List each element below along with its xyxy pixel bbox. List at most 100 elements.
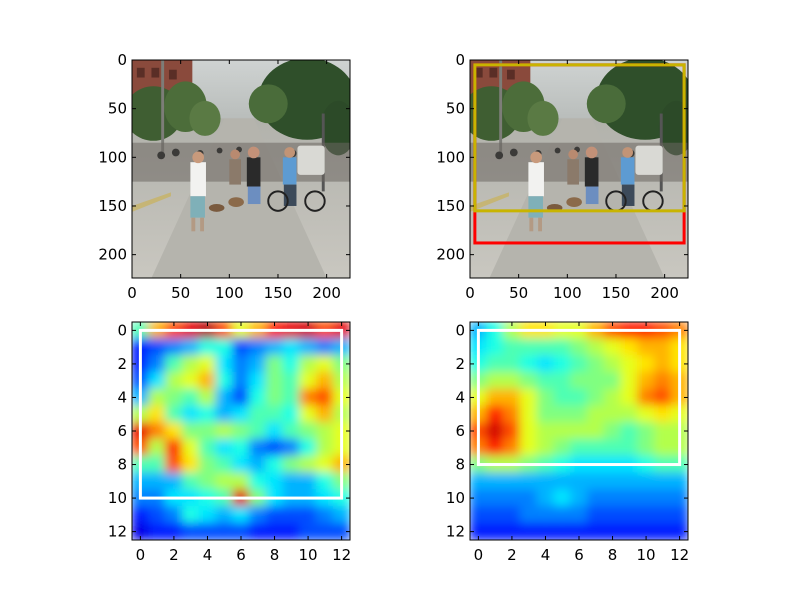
heatmap-cell — [637, 522, 655, 540]
heatmap-cell — [299, 338, 317, 357]
x-tick-label: 10 — [299, 546, 318, 564]
x-tick-label: 50 — [509, 284, 528, 302]
heatmap-cell — [198, 472, 217, 491]
street-scene-photo — [470, 60, 688, 278]
heatmap-cell — [553, 355, 572, 373]
heatmap-cell — [553, 505, 572, 524]
heatmap-cell — [148, 371, 167, 390]
y-tick-label: 150 — [436, 197, 465, 215]
heatmap-cell — [332, 505, 350, 524]
heatmap-cell — [653, 505, 672, 524]
heatmap-cell — [265, 438, 284, 457]
heatmap-cell — [299, 505, 317, 524]
x-tick-label: 12 — [332, 546, 351, 564]
heatmap-cell — [603, 505, 622, 524]
heatmap-cell — [148, 438, 167, 457]
heatmap-cell — [653, 338, 672, 357]
heatmap-cell — [181, 388, 200, 407]
heatmap-cell — [315, 388, 334, 407]
bounding-box — [138, 328, 344, 500]
y-tick-label: 100 — [98, 148, 127, 166]
heatmap-cell — [670, 489, 688, 507]
heatmap-cell — [620, 388, 639, 407]
heatmap-cell — [132, 505, 150, 524]
heatmap-cell — [198, 355, 217, 373]
heatmap-cell — [181, 472, 200, 491]
heatmap-cell — [265, 422, 284, 440]
heatmap-cell — [248, 438, 267, 457]
heatmap-cell — [637, 355, 655, 373]
heatmap-cell — [148, 455, 167, 474]
heatmap-cell — [198, 338, 217, 357]
y-tick-label: 10 — [108, 489, 127, 507]
heatmap-cell — [536, 472, 555, 491]
x-tick-label: 4 — [203, 546, 213, 564]
heatmap-cell — [248, 522, 267, 540]
heatmap-cell — [282, 438, 301, 457]
x-tick-label: 150 — [602, 284, 631, 302]
heatmap-cell — [653, 472, 672, 491]
y-tick-label: 4 — [117, 388, 127, 406]
heatmap-cell — [519, 489, 538, 507]
heatmap-cell — [181, 422, 200, 440]
heatmap-cell — [282, 472, 301, 491]
y-tick-label: 2 — [455, 355, 465, 373]
heatmap-cell — [570, 438, 588, 457]
heatmap-cell — [586, 355, 605, 373]
heatmap-cell — [553, 422, 572, 440]
heatmap-cell — [248, 455, 267, 474]
heatmap-cell — [503, 388, 521, 407]
heatmap-cell — [553, 388, 572, 407]
heatmap-cell — [315, 438, 334, 457]
heatmap-cell — [215, 505, 234, 524]
heatmap-cell — [620, 489, 639, 507]
heatmap-cell — [519, 388, 538, 407]
heatmap-cell — [637, 388, 655, 407]
heatmap-cell — [653, 371, 672, 390]
heatmap-cell — [232, 505, 250, 524]
heatmap-cell — [503, 338, 521, 357]
heatmap-panel — [131, 321, 351, 541]
heatmap-cell — [519, 355, 538, 373]
heatmap-cell — [299, 472, 317, 491]
heatmap-cell — [570, 489, 588, 507]
heatmap-cell — [282, 422, 301, 440]
heatmap-cell — [181, 522, 200, 540]
heatmap-cell — [603, 422, 622, 440]
heatmap-cell — [265, 355, 284, 373]
heatmap-image — [470, 322, 688, 540]
heatmap-cell — [282, 405, 301, 424]
x-tick-label: 2 — [507, 546, 517, 564]
heatmap-cell — [536, 355, 555, 373]
x-tick-label: 200 — [650, 284, 679, 302]
axes-frame — [131, 59, 351, 279]
heatmap-cell — [653, 422, 672, 440]
heatmap-cell — [620, 338, 639, 357]
heatmap-cell — [232, 422, 250, 440]
heatmap-cell — [299, 355, 317, 373]
heatmap-cell — [620, 371, 639, 390]
heatmap-cell — [232, 522, 250, 540]
heatmap-cell — [536, 405, 555, 424]
heatmap-cell — [620, 405, 639, 424]
heatmap-cell — [282, 522, 301, 540]
photo-with-boxes-panel — [469, 59, 689, 279]
heatmap-cell — [503, 472, 521, 491]
heatmap-cell — [519, 405, 538, 424]
heatmap-cell — [315, 522, 334, 540]
y-tick-label: 100 — [436, 148, 465, 166]
heatmap-cell — [503, 505, 521, 524]
heatmap-cell — [519, 472, 538, 491]
heatmap-cell — [181, 338, 200, 357]
heatmap-cell — [620, 505, 639, 524]
heatmap-cell — [181, 455, 200, 474]
x-tick-label: 12 — [670, 546, 689, 564]
heatmap-cell — [165, 505, 183, 524]
heatmap-cell — [299, 371, 317, 390]
heatmap-cell — [653, 438, 672, 457]
heatmap-cell — [248, 388, 267, 407]
heatmap-cell — [232, 371, 250, 390]
heatmap-cell — [637, 505, 655, 524]
heatmap-cell — [570, 405, 588, 424]
